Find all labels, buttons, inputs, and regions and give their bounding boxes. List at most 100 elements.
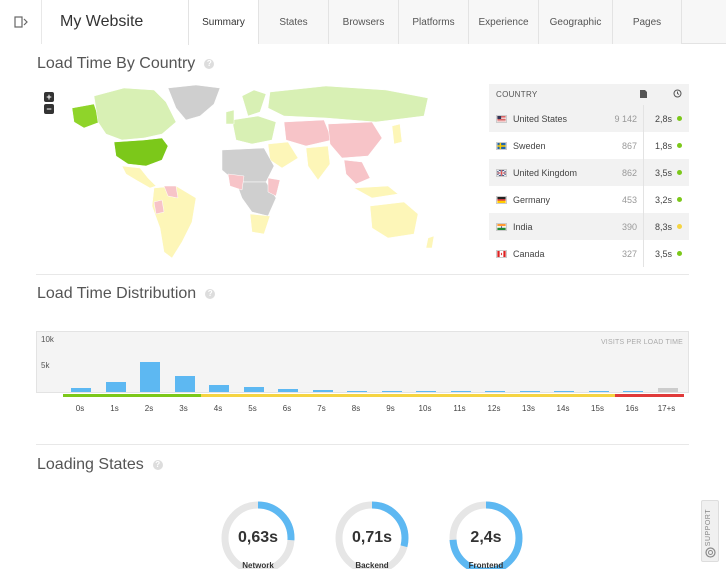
map-region-middle-east[interactable] <box>267 141 299 169</box>
map-region-southeast-asia[interactable] <box>343 159 371 185</box>
bar-2s[interactable] <box>140 362 160 392</box>
table-row[interactable]: India 390 8,3s <box>489 213 689 240</box>
table-row[interactable]: Canada 327 3,5s <box>489 240 689 267</box>
x-tick-label: 10s <box>418 404 432 413</box>
section-title-load-time-distribution: Load Time Distribution? <box>37 285 216 303</box>
bar-7s[interactable] <box>312 389 333 392</box>
tab-states[interactable]: States <box>258 0 328 44</box>
map-region-mexico[interactable] <box>121 165 157 189</box>
tab-platforms[interactable]: Platforms <box>398 0 468 44</box>
country-name: Sweden <box>513 140 546 151</box>
bar-12s[interactable] <box>485 391 505 392</box>
country-name: India <box>513 221 533 232</box>
sweden-flag-icon <box>496 141 507 150</box>
tab-pages[interactable]: Pages <box>612 0 682 44</box>
zoom-out-button[interactable]: − <box>44 104 54 114</box>
country-rows: United States 9 142 2,8s Sweden 867 1,8s… <box>489 105 689 267</box>
status-dot <box>677 251 682 256</box>
gauge-backend[interactable]: 0,71s Backend <box>334 500 410 569</box>
bar-3s[interactable] <box>174 376 195 392</box>
bar-0s[interactable] <box>71 387 91 392</box>
x-tick-label: 16s <box>625 404 639 413</box>
section-title-text: Load Time Distribution <box>37 285 197 302</box>
section-title-load-time-by-country: Load Time By Country? <box>37 55 215 73</box>
visits-column-icon[interactable] <box>607 89 647 100</box>
status-dot <box>677 143 682 148</box>
bar-11s[interactable] <box>450 391 471 392</box>
map-region-australia[interactable] <box>369 201 419 239</box>
tab-experience[interactable]: Experience <box>468 0 538 44</box>
help-icon[interactable]: ? <box>205 289 216 299</box>
germany-flag-icon <box>496 195 507 204</box>
bar-6s[interactable] <box>278 388 298 392</box>
map-region-indonesia[interactable] <box>353 185 399 199</box>
map-region-uk[interactable] <box>225 109 235 125</box>
map-region-scandinavia[interactable] <box>241 89 267 117</box>
map-region-central-asia[interactable] <box>283 119 333 147</box>
map-region-south-america[interactable] <box>151 185 197 259</box>
table-row[interactable]: United Kingdom 862 3,5s <box>489 159 689 186</box>
map-region-russia[interactable] <box>267 85 429 123</box>
help-icon[interactable]: ? <box>152 460 163 470</box>
bar-16s[interactable] <box>623 391 643 392</box>
world-map[interactable] <box>36 82 484 262</box>
table-header: COUNTRY <box>489 84 689 105</box>
support-button[interactable]: SUPPORT <box>701 500 719 562</box>
visits-count: 453 <box>621 194 637 205</box>
status-dot <box>677 197 682 202</box>
map-region-canada[interactable] <box>93 87 177 141</box>
bar-8s[interactable] <box>347 390 367 392</box>
load-time-column-icon[interactable] <box>647 89 682 100</box>
section-divider <box>36 274 689 275</box>
table-row[interactable]: United States 9 142 2,8s <box>489 105 689 132</box>
map-region-brazil-north[interactable] <box>163 185 179 199</box>
tab-summary[interactable]: Summary <box>188 0 258 45</box>
map-region-india[interactable] <box>305 145 331 181</box>
zoom-in-button[interactable]: + <box>44 92 54 102</box>
bar-5s[interactable] <box>243 387 264 392</box>
map-region-greenland[interactable] <box>167 84 221 121</box>
map-region-united-states[interactable] <box>113 137 169 167</box>
map-region-southern-africa[interactable] <box>249 213 271 235</box>
column-header-country[interactable]: COUNTRY <box>496 90 538 99</box>
map-region-europe[interactable] <box>231 115 277 145</box>
x-tick-label: 8s <box>351 404 361 413</box>
map-region-alaska[interactable] <box>71 103 101 129</box>
map-region-east-africa[interactable] <box>267 177 281 197</box>
gauge-arc <box>335 501 409 569</box>
tab-browsers[interactable]: Browsers <box>328 0 398 44</box>
bar-9s[interactable] <box>381 391 402 392</box>
gauge-arc <box>221 501 295 569</box>
top-bar: My Website Summary States Browsers Platf… <box>0 0 726 45</box>
gauge-frontend[interactable]: 2,4s Frontend <box>448 500 524 569</box>
status-dot <box>677 116 682 121</box>
map-region-peru[interactable] <box>153 199 165 215</box>
gauge-label: Frontend <box>468 561 504 569</box>
bar-13s[interactable] <box>519 391 540 392</box>
visits-count: 867 <box>621 140 637 151</box>
column-divider <box>643 105 644 132</box>
sidebar-toggle-button[interactable] <box>0 0 42 44</box>
map-region-new-zealand[interactable] <box>425 235 435 249</box>
bar-1s[interactable] <box>105 382 126 392</box>
map-region-china[interactable] <box>327 121 383 159</box>
bar-17+s[interactable] <box>657 387 678 392</box>
x-tick-label: 4s <box>213 404 223 413</box>
x-tick-label: 11s <box>453 404 466 413</box>
bar-4s[interactable] <box>209 385 229 392</box>
zone-bar-warn <box>201 394 615 397</box>
table-row[interactable]: Sweden 867 1,8s <box>489 132 689 159</box>
bar-15s[interactable] <box>588 391 609 392</box>
visits-count: 9 142 <box>614 113 637 124</box>
tab-geographic[interactable]: Geographic <box>538 0 612 44</box>
help-icon[interactable]: ? <box>204 59 215 69</box>
column-divider <box>643 213 644 240</box>
gauge-network[interactable]: 0,63s Network <box>220 500 296 569</box>
map-region-west-africa[interactable] <box>227 173 245 191</box>
table-row[interactable]: Germany 453 3,2s <box>489 186 689 213</box>
bar-14s[interactable] <box>554 391 574 392</box>
bar-10s[interactable] <box>416 391 436 392</box>
x-tick-label: 17+s <box>657 404 676 413</box>
x-tick-label: 2s <box>144 404 154 413</box>
map-region-japan[interactable] <box>391 123 403 145</box>
